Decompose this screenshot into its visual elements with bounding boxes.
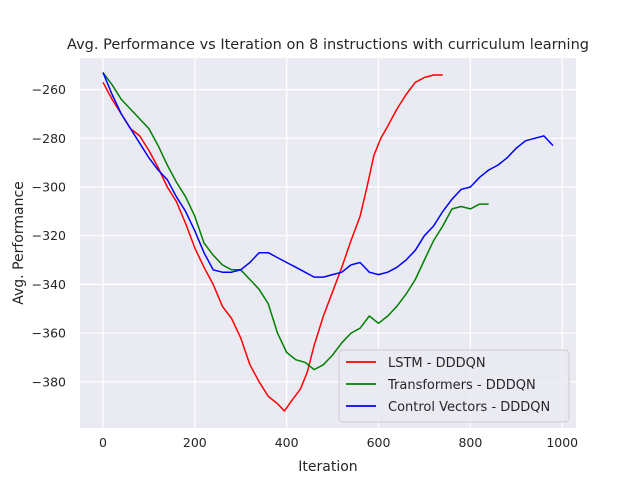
series-line-2: [102, 72, 489, 371]
x-tick-label: 600: [367, 435, 391, 450]
y-tick-label: −280: [32, 131, 66, 146]
chart-title: Avg. Performance vs Iteration on 8 instr…: [67, 37, 589, 53]
x-tick-label: 800: [458, 435, 482, 450]
legend: LSTM - DDDQN Transformers - DDDQN Control …: [338, 349, 570, 423]
tick-labels: 0 200 400 600 800 1000 −380 −360 −340 −320 −300 −28…: [32, 82, 579, 450]
x-tick-label: 1000: [546, 435, 578, 450]
series-line-3: [102, 72, 554, 278]
legend-label-1: LSTM - DDDQN: [388, 356, 486, 371]
legend-box: [338, 349, 570, 423]
y-tick-label: −300: [32, 180, 66, 195]
legend-label-2: Transformers - DDDQN: [387, 378, 536, 393]
grid: [80, 58, 576, 428]
y-tick-label: −260: [32, 82, 66, 97]
x-tick-label: 400: [275, 435, 299, 450]
y-tick-label: −340: [32, 277, 66, 292]
x-tick-label: 0: [99, 435, 107, 450]
y-tick-label: −320: [32, 228, 66, 243]
series-lines: [102, 72, 554, 412]
y-tick-label: −360: [32, 326, 66, 341]
x-axis-label: Iteration: [298, 459, 357, 475]
legend-label-3: Control Vectors - DDDQN: [388, 400, 550, 415]
y-axis-label: Avg. Performance: [11, 181, 27, 305]
series-line-1: [102, 74, 443, 412]
x-tick-label: 200: [183, 435, 207, 450]
y-tick-label: −380: [32, 374, 66, 389]
